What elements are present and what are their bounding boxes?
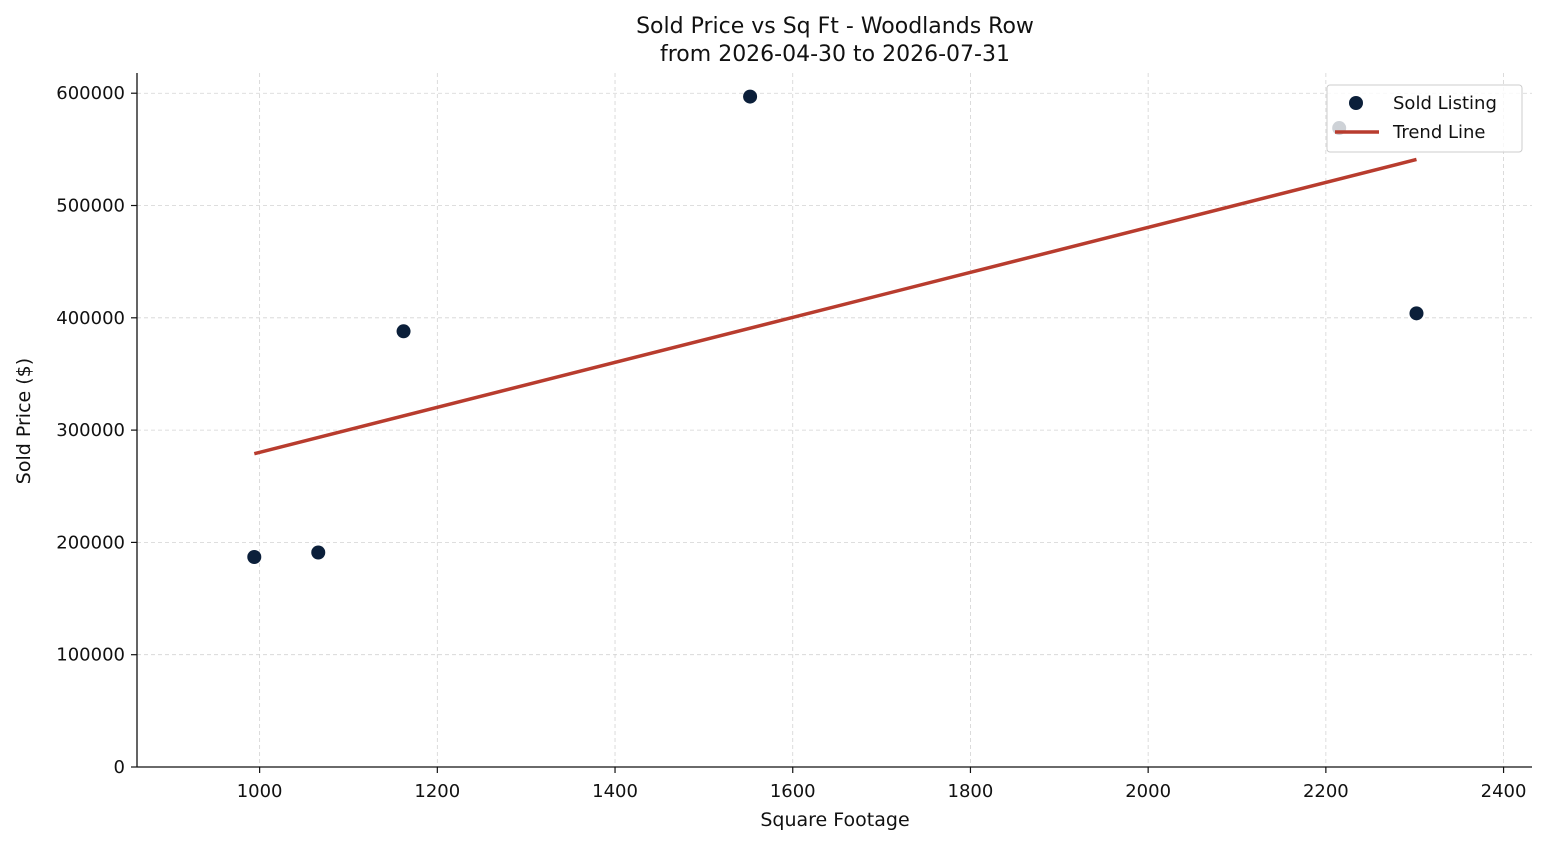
legend-box xyxy=(1326,84,1523,153)
legend-marker-sold-listing xyxy=(1349,96,1363,110)
scatter-point xyxy=(247,550,262,565)
y-tick-label: 0 xyxy=(114,757,125,778)
y-tick-label: 200000 xyxy=(56,532,125,553)
y-tick-label: 300000 xyxy=(56,420,125,441)
trend-layer xyxy=(253,157,1417,456)
x-tick-label: 2000 xyxy=(1125,781,1171,802)
y-tick-label: 500000 xyxy=(56,196,125,217)
scatter-point xyxy=(396,324,411,339)
axes xyxy=(136,73,1532,768)
x-tick-label: 1600 xyxy=(770,781,816,802)
ticks: 1000 1200 1400 1600 1800 2000 2200 2400 0 100000 2… xyxy=(56,83,1526,802)
scatter-point xyxy=(1409,306,1424,321)
x-tick-label: 1200 xyxy=(414,781,460,802)
grid xyxy=(137,73,1532,767)
legend-label-sold-listing: Sold Listing xyxy=(1393,93,1497,114)
y-tick-label: 600000 xyxy=(56,83,125,104)
scatter-points xyxy=(247,89,1424,565)
y-tick-label: 100000 xyxy=(56,645,125,666)
x-tick-label: 1800 xyxy=(948,781,994,802)
y-tick-label: 400000 xyxy=(56,308,125,329)
scatter-point xyxy=(311,545,326,560)
legend-label-trend-line: Trend Line xyxy=(1392,122,1486,143)
x-tick-label: 2200 xyxy=(1303,781,1349,802)
legend: Sold Listing Trend Line xyxy=(1326,84,1523,153)
y-axis-label: Sold Price ($) xyxy=(13,358,35,484)
x-axis-label: Square Footage xyxy=(760,809,909,831)
x-tick-label: 1400 xyxy=(592,781,638,802)
x-tick-label: 2400 xyxy=(1481,781,1527,802)
x-tick-label: 1000 xyxy=(237,781,283,802)
chart-subtitle: from 2026-04-30 to 2026-07-31 xyxy=(660,42,1010,67)
scatter-point xyxy=(743,89,758,104)
chart-title: Sold Price vs Sq Ft - Woodlands Row xyxy=(636,14,1034,39)
trend-line xyxy=(253,157,1417,456)
